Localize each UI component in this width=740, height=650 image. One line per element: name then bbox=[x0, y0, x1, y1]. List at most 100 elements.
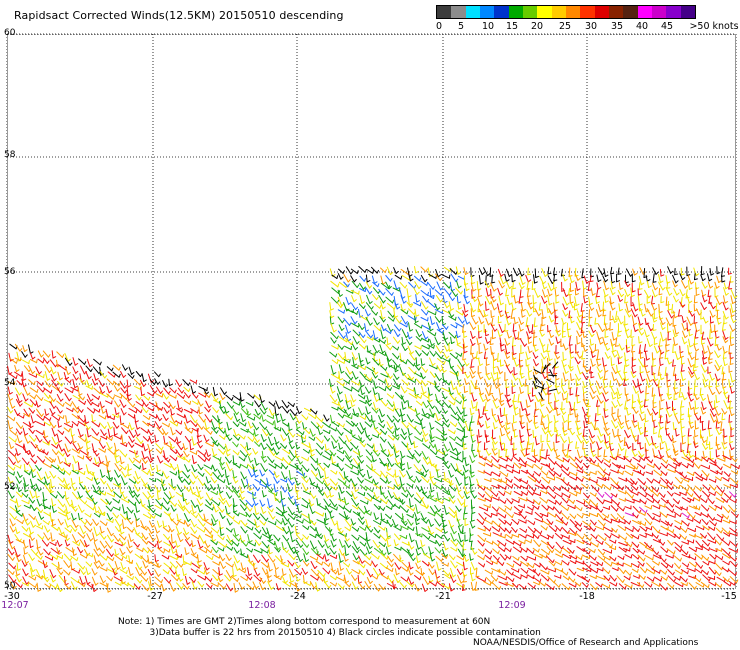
wind-barb-tick bbox=[343, 359, 346, 364]
wind-barb bbox=[106, 366, 113, 372]
wind-barb bbox=[435, 436, 444, 442]
wind-barb bbox=[330, 469, 337, 475]
wind-barb bbox=[693, 462, 700, 469]
wind-barb-tick bbox=[573, 457, 577, 462]
wind-barb bbox=[436, 322, 441, 331]
wind-barb-tick bbox=[555, 366, 559, 369]
wind-barb bbox=[336, 386, 341, 395]
wind-barb-tick bbox=[730, 343, 735, 346]
wind-barb-tick bbox=[102, 445, 106, 449]
wind-barb bbox=[394, 408, 401, 417]
wind-barb-tick bbox=[691, 356, 695, 360]
wind-barb bbox=[616, 455, 625, 460]
wind-barb bbox=[394, 457, 399, 465]
wind-barb bbox=[407, 295, 410, 306]
wind-barb bbox=[238, 421, 246, 427]
wind-barb bbox=[497, 352, 499, 362]
wind-barb-tick bbox=[590, 383, 594, 387]
wind-barb bbox=[603, 434, 607, 444]
wind-barb bbox=[604, 322, 608, 331]
wind-barb-tick bbox=[614, 320, 618, 323]
wind-barb-tick bbox=[584, 454, 589, 458]
wind-barb-tick bbox=[550, 288, 554, 292]
wind-barb-tick bbox=[394, 369, 399, 373]
wind-barb bbox=[443, 352, 448, 359]
wind-barb bbox=[583, 415, 587, 424]
wind-barb-tick bbox=[471, 282, 476, 285]
colorbar-label: 45 bbox=[660, 21, 674, 32]
wind-barb-tick bbox=[514, 337, 519, 340]
wind-barb-tick bbox=[294, 412, 298, 417]
wind-barb-tick bbox=[166, 475, 170, 479]
wind-barb bbox=[414, 281, 420, 290]
wind-barb-tick bbox=[60, 390, 63, 394]
wind-barb-tick bbox=[504, 379, 509, 381]
wind-barb-tick bbox=[298, 420, 302, 424]
wind-barb-tick bbox=[9, 480, 14, 484]
wind-barb bbox=[203, 464, 212, 470]
wind-barb-tick bbox=[570, 408, 575, 411]
wind-barb-tick bbox=[350, 447, 353, 452]
wind-barb bbox=[413, 455, 419, 464]
wind-barb bbox=[336, 429, 342, 436]
wind-barb bbox=[49, 471, 55, 479]
wind-barb-tick bbox=[707, 473, 710, 477]
wind-barb-tick bbox=[480, 321, 485, 325]
wind-barb bbox=[441, 407, 446, 414]
wind-barb-tick bbox=[458, 482, 462, 486]
wind-barb bbox=[533, 421, 537, 429]
wind-barb bbox=[513, 294, 516, 304]
wind-barb-tick bbox=[522, 282, 526, 285]
wind-barb-tick bbox=[680, 406, 685, 408]
wind-barb bbox=[730, 316, 734, 323]
wind-barb bbox=[105, 436, 112, 441]
wind-barb bbox=[281, 400, 288, 409]
wind-barb-tick bbox=[720, 429, 725, 431]
wind-barb-tick bbox=[187, 382, 191, 386]
wind-barb-tick bbox=[61, 354, 65, 358]
wind-barb bbox=[422, 434, 427, 443]
wind-barb-tick bbox=[501, 403, 505, 407]
wind-barb bbox=[707, 337, 712, 347]
wind-barb bbox=[386, 399, 393, 408]
wind-barb bbox=[205, 442, 214, 447]
wind-barb-tick bbox=[361, 301, 365, 304]
wind-barb-tick bbox=[667, 308, 672, 311]
wind-barb-tick bbox=[712, 314, 716, 318]
wind-barb bbox=[527, 365, 530, 373]
wind-barb-tick bbox=[188, 458, 191, 463]
wind-barb bbox=[594, 420, 597, 430]
wind-barb-tick bbox=[74, 385, 78, 389]
wind-barb bbox=[576, 316, 581, 323]
wind-barb-tick bbox=[448, 284, 452, 289]
wind-barb-tick bbox=[71, 482, 76, 485]
wind-barb bbox=[442, 427, 445, 436]
wind-barb-tick bbox=[483, 448, 488, 451]
wind-barb bbox=[597, 435, 602, 444]
wind-barb-tick bbox=[77, 409, 80, 414]
wind-barb bbox=[597, 470, 605, 478]
wind-barb-tick bbox=[299, 461, 303, 465]
wind-barb bbox=[651, 295, 654, 305]
wind-barb bbox=[707, 357, 710, 365]
wind-barb-tick bbox=[624, 323, 629, 326]
wind-barb bbox=[182, 456, 190, 463]
wind-barb-tick bbox=[186, 420, 191, 424]
wind-barb bbox=[51, 464, 59, 470]
wind-barb-tick bbox=[343, 335, 346, 339]
wind-barb bbox=[722, 330, 727, 340]
wind-barb-tick bbox=[592, 454, 597, 457]
wind-barb-tick bbox=[426, 282, 429, 286]
wind-barb bbox=[63, 469, 71, 476]
wind-barb bbox=[575, 420, 579, 430]
wind-barb bbox=[336, 455, 344, 462]
wind-barb bbox=[617, 315, 622, 325]
wind-barb-tick bbox=[66, 421, 70, 424]
wind-barb-tick bbox=[349, 371, 353, 375]
wind-barb bbox=[687, 366, 693, 375]
wind-barb bbox=[371, 371, 376, 379]
wind-barb bbox=[212, 407, 218, 414]
wind-barb-tick bbox=[695, 407, 699, 410]
wind-barb bbox=[338, 281, 347, 288]
wind-barb-tick bbox=[361, 392, 366, 395]
